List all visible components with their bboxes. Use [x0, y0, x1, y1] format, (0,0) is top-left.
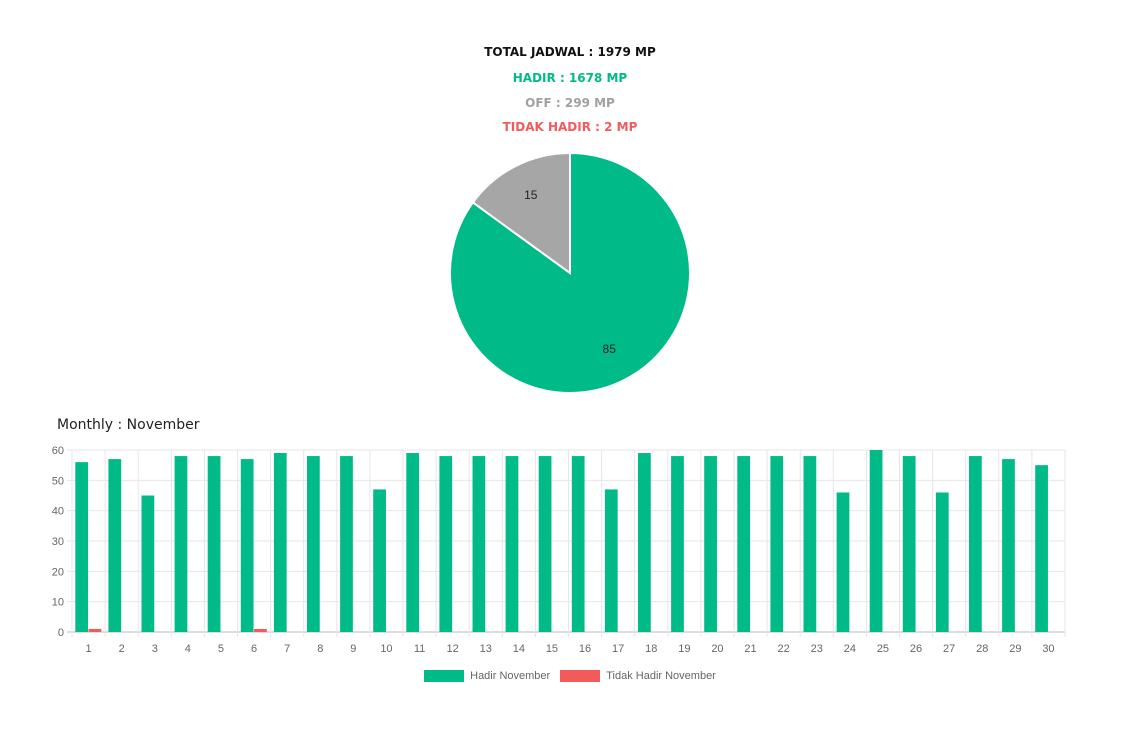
x-tick-label: 10 [380, 643, 392, 655]
bar-hadir[interactable] [406, 453, 420, 632]
y-tick-label: 10 [52, 597, 64, 609]
x-tick-label: 2 [119, 643, 125, 655]
x-tick-label: 8 [317, 643, 323, 655]
bar-tidak-hadir[interactable] [254, 628, 267, 632]
bar-hadir[interactable] [604, 489, 618, 632]
x-tick-label: 23 [811, 643, 823, 655]
x-tick-label: 19 [678, 643, 690, 655]
legend-swatch-tidak-hadir [560, 670, 601, 682]
x-tick-label: 16 [579, 643, 591, 655]
bar-hadir[interactable] [373, 489, 386, 632]
total-jadwal-label: TOTAL JADWAL : 1979 MP [484, 45, 656, 59]
bar-hadir[interactable] [902, 456, 916, 632]
hadir-label: HADIR : 1678 MP [512, 71, 628, 85]
bar-hadir[interactable] [538, 456, 552, 632]
x-tick-label: 12 [447, 643, 459, 655]
chart-legend: Hadir November Tidak Hadir November [0, 670, 1140, 682]
legend-item-hadir[interactable]: Hadir November [424, 670, 550, 682]
x-tick-label: 5 [218, 643, 224, 655]
bar-hadir[interactable] [439, 456, 453, 632]
x-tick-label: 29 [1009, 643, 1021, 655]
bar-hadir[interactable] [704, 456, 717, 632]
bar-tidak-hadir[interactable] [88, 628, 102, 632]
pie-data-label: 15 [524, 188, 538, 202]
bar-hadir[interactable] [935, 492, 949, 632]
x-tick-label: 13 [480, 643, 492, 655]
x-tick-label: 25 [877, 643, 889, 655]
tidak-hadir-label: TIDAK HADIR : 2 MP [502, 120, 638, 134]
bar-hadir[interactable] [340, 456, 353, 632]
x-tick-label: 30 [1042, 643, 1054, 655]
bar-hadir[interactable] [75, 462, 89, 632]
legend-swatch-hadir [424, 670, 465, 682]
x-tick-label: 27 [943, 643, 955, 655]
attendance-pie-chart: 85 15 [449, 152, 691, 394]
y-tick-label: 50 [52, 475, 64, 487]
bar-hadir[interactable] [174, 456, 188, 632]
x-tick-label: 9 [350, 643, 356, 655]
x-tick-label: 14 [513, 643, 525, 655]
x-tick-label: 3 [152, 643, 158, 655]
bar-hadir[interactable] [638, 453, 651, 632]
bar-hadir[interactable] [1035, 465, 1048, 632]
bar-hadir[interactable] [273, 453, 287, 632]
bar-hadir[interactable] [770, 456, 784, 632]
x-tick-label: 28 [976, 643, 988, 655]
bar-hadir[interactable] [505, 456, 519, 632]
legend-item-tidak-hadir[interactable]: Tidak Hadir November [560, 670, 716, 682]
x-tick-label: 11 [414, 643, 425, 655]
bar-hadir[interactable] [836, 492, 850, 632]
y-tick-label: 30 [52, 536, 64, 548]
legend-label-tidak-hadir: Tidak Hadir November [606, 670, 716, 682]
bar-hadir[interactable] [307, 456, 320, 632]
x-tick-label: 20 [711, 643, 723, 655]
y-tick-label: 60 [52, 445, 64, 457]
y-tick-label: 20 [52, 566, 64, 578]
x-tick-label: 22 [778, 643, 790, 655]
bar-hadir[interactable] [141, 495, 155, 633]
x-tick-label: 1 [85, 643, 91, 655]
bar-hadir[interactable] [869, 450, 883, 632]
pie-data-label: 85 [603, 342, 617, 356]
x-tick-label: 24 [844, 643, 856, 655]
bar-hadir[interactable] [803, 456, 817, 632]
x-tick-label: 21 [744, 643, 756, 655]
bar-hadir[interactable] [240, 459, 254, 632]
x-tick-label: 26 [910, 643, 922, 655]
x-tick-label: 17 [612, 643, 624, 655]
bar-hadir[interactable] [737, 456, 751, 632]
legend-label-hadir: Hadir November [470, 670, 551, 682]
x-tick-label: 18 [645, 643, 657, 655]
monthly-title: Monthly : November [57, 417, 200, 433]
bar-hadir[interactable] [1002, 459, 1015, 632]
pie-slice-off[interactable] [471, 152, 571, 275]
bar-hadir[interactable] [472, 456, 486, 632]
bar-hadir[interactable] [671, 456, 684, 632]
y-tick-label: 40 [52, 506, 64, 518]
x-tick-label: 6 [251, 643, 257, 655]
bar-hadir[interactable] [571, 456, 585, 632]
bar-hadir[interactable] [207, 456, 221, 632]
x-tick-label: 4 [185, 643, 191, 655]
bar-hadir[interactable] [969, 456, 982, 632]
off-label: OFF : 299 MP [525, 96, 615, 110]
x-tick-label: 7 [284, 643, 290, 655]
y-tick-label: 0 [58, 627, 64, 639]
x-tick-label: 15 [546, 643, 558, 655]
bar-hadir[interactable] [108, 459, 122, 632]
